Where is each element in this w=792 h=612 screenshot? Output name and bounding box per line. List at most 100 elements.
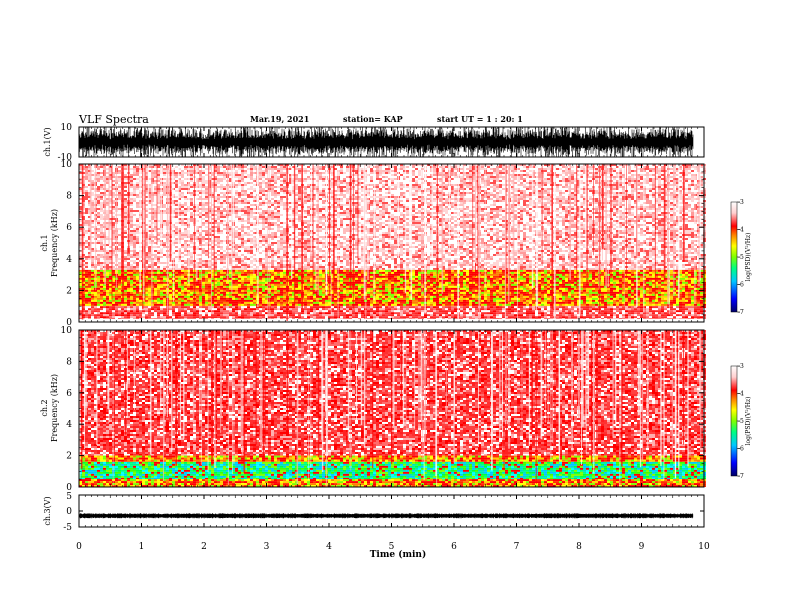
spectrogram-cell <box>577 188 580 190</box>
spectrogram-cell <box>526 190 529 192</box>
spectrogram-cell <box>628 180 631 182</box>
spectrogram-cell <box>190 210 193 212</box>
spectrogram-cell <box>529 210 532 212</box>
spectrogram-cell <box>415 166 418 168</box>
spectrogram-cell <box>181 180 184 182</box>
spectrogram-cell <box>274 176 277 178</box>
spectrogram-cell <box>346 192 349 194</box>
spectrogram-cell <box>271 180 274 182</box>
spectrogram-cell <box>445 186 448 188</box>
spectrogram-cell <box>526 182 529 184</box>
spectrogram-cell <box>265 204 268 206</box>
spectrogram-cell <box>400 166 403 168</box>
spectrogram-cell <box>538 194 541 196</box>
ch1-ytick-top: 10 <box>61 123 73 133</box>
spectrogram-cell <box>358 194 361 196</box>
spectrogram-cell <box>583 174 586 176</box>
spectrogram-cell <box>124 184 127 186</box>
spectrogram-cell <box>517 186 520 188</box>
spectrogram-cell <box>223 192 226 194</box>
spectrogram-cell <box>199 208 202 210</box>
spectrogram-cell <box>370 208 373 210</box>
spectrogram-cell <box>313 208 316 210</box>
spectrogram-cell <box>622 190 625 192</box>
spectrogram-cell <box>82 200 85 202</box>
spectrogram-cell <box>688 172 691 174</box>
spectrogram-cell <box>565 198 568 200</box>
spectrogram-cell <box>394 184 397 186</box>
spectrogram-cell <box>418 202 421 204</box>
spectrogram-cell <box>406 208 409 210</box>
spectrogram-cell <box>343 184 346 186</box>
spectrogram-cell <box>571 198 574 200</box>
spectrogram-cell <box>214 164 217 166</box>
spectrogram-cell <box>157 198 160 200</box>
spectrogram-cell <box>304 170 307 172</box>
spectrogram-cell <box>124 186 127 188</box>
spectrogram-cell <box>217 188 220 190</box>
spectrogram-cell <box>334 208 337 210</box>
spectrogram-cell <box>403 186 406 188</box>
spectrogram-cell <box>520 186 523 188</box>
spectrogram-cell <box>316 198 319 200</box>
spectrogram-cell <box>220 168 223 170</box>
spectrogram-cell <box>523 172 526 174</box>
spectrogram-cell <box>577 202 580 204</box>
spectrogram-cell <box>418 172 421 174</box>
spectrogram-cell <box>499 178 502 180</box>
spectrogram-cell <box>487 194 490 196</box>
spectrogram-cell <box>133 204 136 206</box>
spectrogram-cell <box>148 208 151 210</box>
spectrogram-cell <box>136 164 139 166</box>
spectrogram-cell <box>385 198 388 200</box>
spectrogram-cell <box>493 202 496 204</box>
spectrogram-cell <box>220 206 223 208</box>
spectrogram-cell <box>100 180 103 182</box>
spectrogram-cell <box>283 206 286 208</box>
spectrogram-cell <box>637 180 640 182</box>
spectrogram-cell <box>583 166 586 168</box>
spectrogram-cell <box>220 174 223 176</box>
spectrogram-cell <box>370 188 373 190</box>
spectrogram-cell <box>616 202 619 204</box>
spectrogram-cell <box>289 206 292 208</box>
spectrogram-cell <box>415 200 418 202</box>
spectrogram-cell <box>259 206 262 208</box>
spectrogram-cell <box>133 196 136 198</box>
spectrogram-cell <box>97 198 100 200</box>
spectrogram-cell <box>691 180 694 182</box>
spectrogram-cell <box>559 198 562 200</box>
spectrogram-cell <box>538 184 541 186</box>
spectrogram-cell <box>106 180 109 182</box>
spectrogram-cell <box>520 194 523 196</box>
spectrogram-cell <box>529 198 532 200</box>
spectrogram-cell <box>184 192 187 194</box>
spectrogram-cell <box>148 176 151 178</box>
spectrogram-cell <box>379 172 382 174</box>
spectrogram-cell <box>385 192 388 194</box>
spectrogram-cell <box>316 186 319 188</box>
spectrogram-cell <box>148 170 151 172</box>
spectrogram-cell <box>91 178 94 180</box>
spectrogram-cell <box>523 188 526 190</box>
spectrogram-cell <box>223 164 226 166</box>
spectrogram-cell <box>376 200 379 202</box>
spectrogram-cell <box>178 170 181 172</box>
spectrogram-cell <box>274 182 277 184</box>
spectrogram-cell <box>472 182 475 184</box>
spectrogram-cell <box>565 188 568 190</box>
spectrogram-cell <box>661 178 664 180</box>
spectrogram-cell <box>583 168 586 170</box>
spectrogram-cell <box>163 204 166 206</box>
spectrogram-cell <box>481 180 484 182</box>
spectrogram-cell <box>490 202 493 204</box>
spectrogram-cell <box>694 206 697 208</box>
spectrogram-cell <box>388 180 391 182</box>
spectrogram-cell <box>391 174 394 176</box>
spectrogram-cell <box>97 210 100 212</box>
spectrogram-cell <box>526 172 529 174</box>
spectrogram-cell <box>637 164 640 166</box>
spectrogram-cell <box>559 190 562 192</box>
spectrogram-cell <box>313 198 316 200</box>
spectrogram-cell <box>688 204 691 206</box>
